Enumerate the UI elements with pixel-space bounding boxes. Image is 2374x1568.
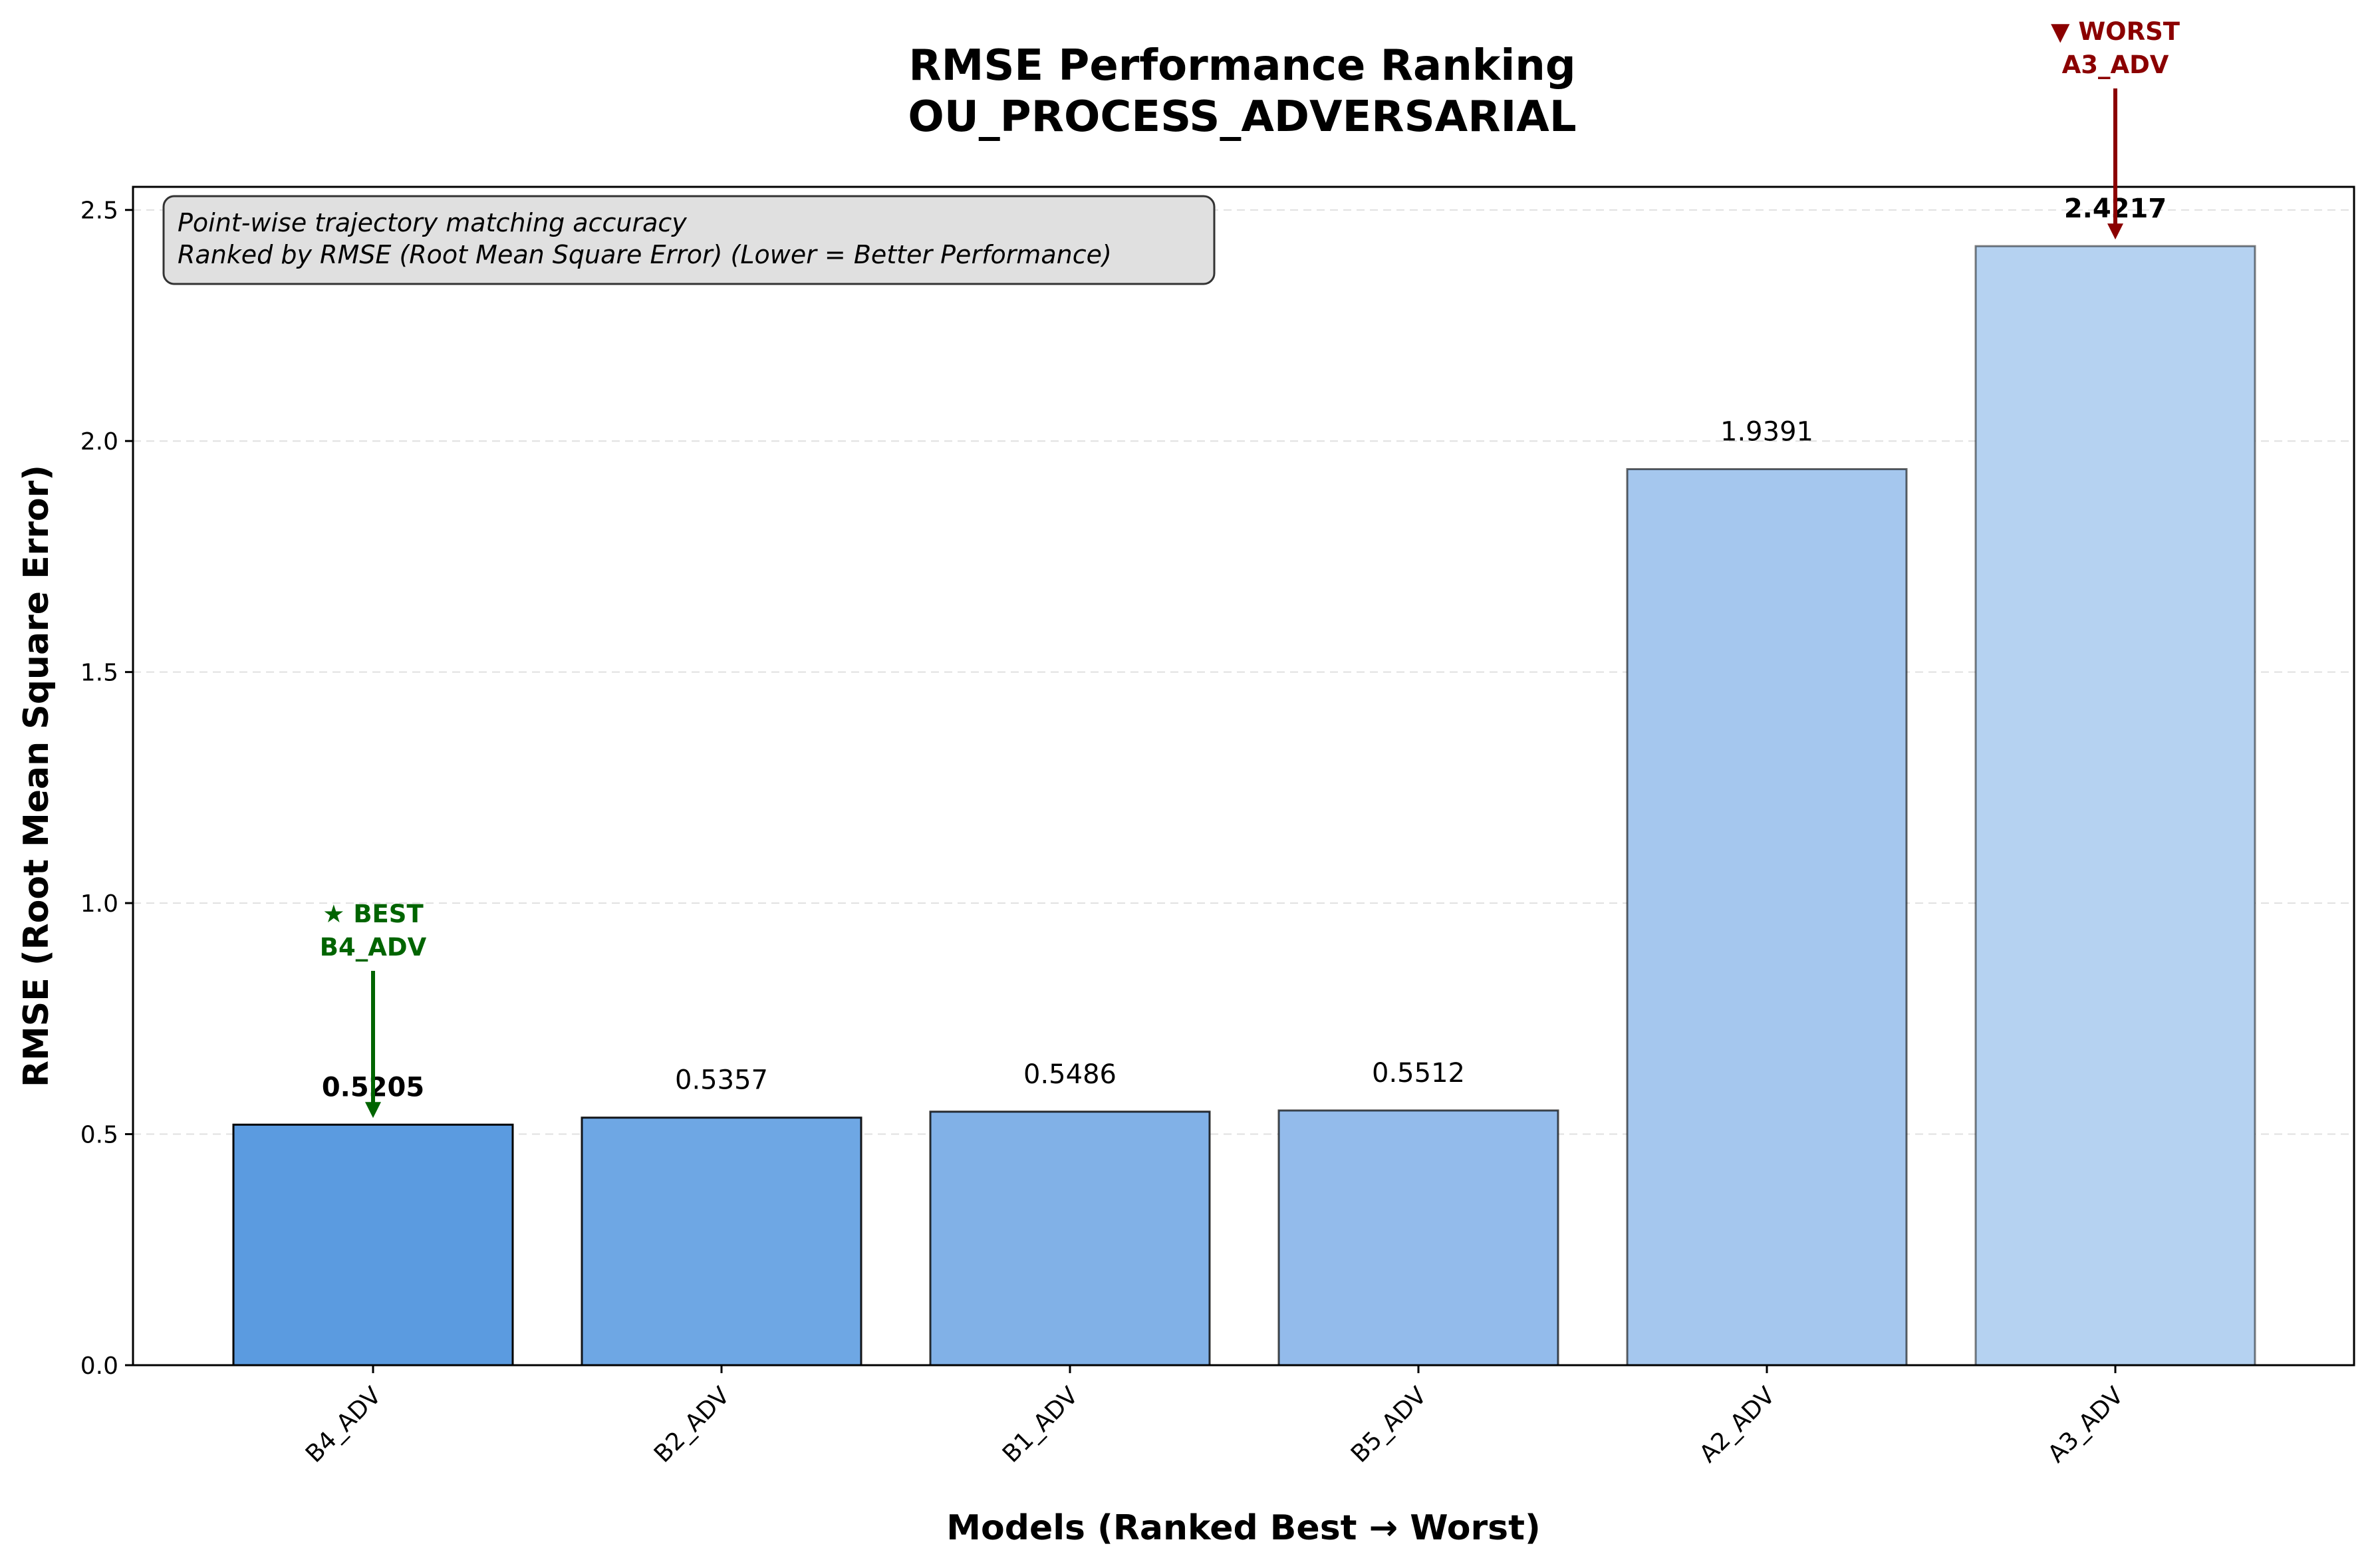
info-box: Point-wise trajectory matching accuracy … bbox=[162, 195, 1216, 285]
value-label: 0.5512 bbox=[1372, 1058, 1465, 1089]
annotation-line-2: B4_ADV bbox=[320, 933, 427, 962]
x-tick-label: B4_ADV bbox=[301, 1382, 387, 1468]
value-label: 0.5486 bbox=[1023, 1059, 1117, 1090]
x-tick-label: B2_ADV bbox=[649, 1382, 735, 1468]
plot-frame bbox=[132, 186, 2355, 1367]
x-tick-label: A2_ADV bbox=[1694, 1382, 1781, 1468]
value-label: 1.9391 bbox=[1720, 417, 1813, 448]
bar bbox=[1626, 468, 1908, 1367]
annotation-arrow-head bbox=[365, 1102, 381, 1118]
y-tick-label: 1.0 bbox=[80, 890, 118, 918]
y-tick-label: 0.0 bbox=[80, 1353, 118, 1380]
x-tick-label: B1_ADV bbox=[997, 1382, 1084, 1468]
bars bbox=[232, 245, 2256, 1367]
x-tick-label: B5_ADV bbox=[1346, 1382, 1432, 1468]
annotation-line-1: ★ BEST bbox=[323, 900, 424, 928]
x-axis-label: Models (Ranked Best → Worst) bbox=[946, 1508, 1540, 1548]
bar bbox=[1974, 245, 2256, 1367]
bar bbox=[232, 1123, 514, 1367]
info-box-background bbox=[162, 195, 1216, 285]
chart-title: RMSE Performance Ranking bbox=[908, 41, 1575, 90]
bar bbox=[1277, 1109, 1559, 1367]
y-tick-label: 0.5 bbox=[80, 1122, 118, 1149]
value-label: 0.5357 bbox=[675, 1065, 768, 1096]
x-axis-ticks: B4_ADV B2_ADV B1_ADV B5_ADV A2_ADV A3_ADV bbox=[301, 1365, 2129, 1468]
annotations: ★ BEST B4_ADV ▼ WORST A3_ADV bbox=[320, 17, 2180, 1118]
y-tick-label: 2.0 bbox=[80, 428, 118, 456]
bar bbox=[929, 1111, 1211, 1367]
y-tick-label: 2.5 bbox=[80, 197, 118, 225]
annotation-line-2: A3_ADV bbox=[2062, 51, 2169, 79]
info-box-line-2: Ranked by RMSE (Root Mean Square Error) … bbox=[178, 240, 1112, 269]
x-tick-label: A3_ADV bbox=[2043, 1382, 2129, 1468]
y-axis-label: RMSE (Root Mean Square Error) bbox=[17, 465, 57, 1087]
bar bbox=[581, 1116, 862, 1367]
chart-subtitle: OU_PROCESS_ADVERSARIAL bbox=[908, 92, 1576, 142]
annotation-arrow-head bbox=[2107, 223, 2123, 240]
annotation-line-1: ▼ WORST bbox=[2051, 17, 2180, 46]
y-tick-label: 1.5 bbox=[80, 660, 118, 687]
info-box-line-1: Point-wise trajectory matching accuracy bbox=[178, 208, 687, 237]
y-axis-ticks: 0.0 0.5 1.0 1.5 2.0 2.5 bbox=[80, 197, 133, 1380]
